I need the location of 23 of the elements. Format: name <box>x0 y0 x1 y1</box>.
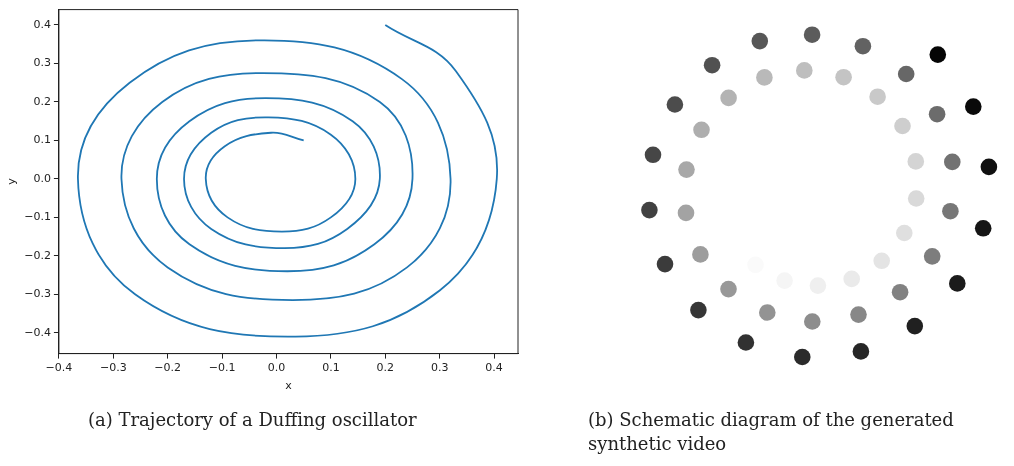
x-tick-label: 0.4 <box>485 361 503 375</box>
y-axis-title: y <box>5 177 19 185</box>
y-tick-label: −0.1 <box>24 210 51 224</box>
y-tick-label: −0.4 <box>24 325 51 339</box>
x-axis-title: x <box>285 379 293 393</box>
x-tick-label: 0.0 <box>267 361 286 375</box>
y-tick-label: 0.3 <box>33 56 51 70</box>
y-tick-label: −0.2 <box>24 248 51 262</box>
text: (b) Schematic diagram of the generated synthetic video <box>588 408 955 456</box>
x-tick-label: 0.1 <box>322 361 340 375</box>
line-series <box>77 24 499 338</box>
x-tick-label: −0.3 <box>99 361 127 375</box>
y-tick-label: 0.4 <box>33 17 51 31</box>
x-tick-label: 0.3 <box>430 361 449 375</box>
y-tick-label: 0.2 <box>33 94 51 108</box>
x-tick-label: −0.1 <box>208 361 236 375</box>
text: (a) Trajectory of a Duffing oscillator <box>88 408 418 432</box>
x-tick-label: −0.2 <box>154 361 182 375</box>
y-tick-label: −0.3 <box>24 287 51 301</box>
x-tick-label: 0.2 <box>376 361 395 375</box>
x-tick-label: −0.4 <box>45 361 73 375</box>
y-tick-label: 0.1 <box>33 133 51 147</box>
y-tick-label: 0.0 <box>33 171 51 185</box>
